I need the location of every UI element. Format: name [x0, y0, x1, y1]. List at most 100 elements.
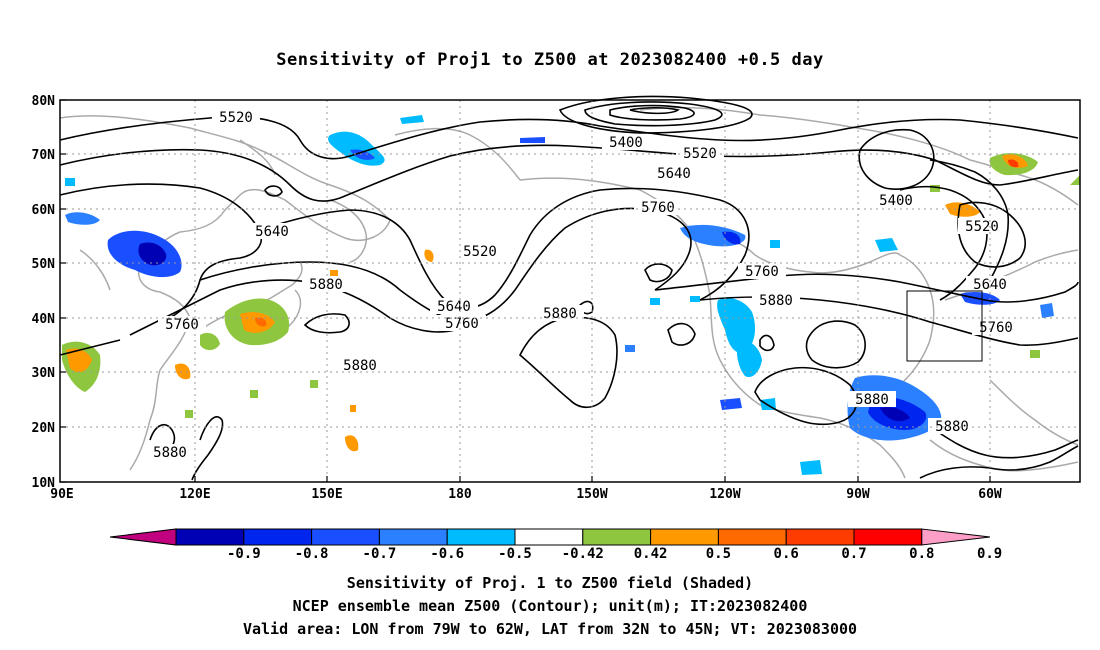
svg-text:5640: 5640: [255, 224, 289, 240]
colorbar-bin: [853, 528, 923, 546]
svg-text:5640: 5640: [437, 299, 471, 315]
colorbar-bin: [243, 528, 313, 546]
contour-label: 5760: [438, 315, 486, 332]
colorbar-bin: [446, 528, 516, 546]
lat-label: 60N: [32, 203, 56, 218]
colorbar-bin: [175, 528, 245, 546]
svg-text:5520: 5520: [219, 110, 253, 126]
caption-shading: Sensitivity of Proj. 1 to Z500 field (Sh…: [346, 574, 754, 592]
colorbar-label: 0.9: [977, 546, 1002, 562]
colorbar-extend-low: [109, 528, 177, 546]
svg-text:5760: 5760: [165, 317, 199, 333]
svg-text:5880: 5880: [543, 306, 577, 322]
colorbar-extend-high: [921, 528, 991, 546]
contour-label: 5640: [966, 276, 1014, 293]
contour-label: 5880: [146, 444, 194, 461]
contour-label: 5520: [212, 109, 260, 126]
svg-text:5880: 5880: [855, 392, 889, 408]
lat-labels: 80N 70N 60N 50N 40N 30N 20N 10N: [32, 94, 56, 491]
coastlines: [59, 106, 1079, 479]
svg-text:5760: 5760: [445, 316, 479, 332]
colorbar-label: 0.8: [909, 546, 934, 562]
colorbar-label: -0.6: [430, 546, 464, 562]
lon-label: 90E: [50, 487, 73, 502]
contour-label: 5520: [676, 145, 724, 162]
contour-label: 5760: [158, 316, 206, 333]
contour-label: 5520: [958, 218, 1006, 235]
contour-label: 5640: [430, 298, 478, 315]
colorbar-label: -0.5: [498, 546, 532, 562]
lon-label: 150E: [311, 487, 342, 502]
contour-label: 5640: [650, 165, 698, 182]
svg-text:5400: 5400: [609, 135, 643, 151]
axis-ticks: [60, 99, 991, 483]
colorbar-label: -0.8: [295, 546, 329, 562]
colorbar-label: 0.5: [706, 546, 731, 562]
contour-label: 5400: [872, 192, 920, 209]
svg-text:5520: 5520: [965, 219, 999, 235]
contour-label: 5400: [602, 134, 650, 151]
caption-valid-area: Valid area: LON from 79W to 62W, LAT fro…: [242, 620, 858, 638]
lat-label: 30N: [32, 366, 56, 381]
svg-text:5640: 5640: [657, 166, 691, 182]
colorbar-label: -0.9: [227, 546, 261, 562]
svg-text:5880: 5880: [343, 358, 377, 374]
svg-text:5760: 5760: [745, 264, 779, 280]
svg-text:5880: 5880: [759, 293, 793, 309]
colorbar: -0.9 -0.8 -0.7 -0.6 -0.5 -0.42 0.42 0.5 0.6 0.7 0.…: [109, 528, 1002, 562]
contour-label: 5640: [248, 223, 296, 240]
colorbar-label: 0.7: [841, 546, 866, 562]
lon-labels: 90E 120E 150E 180 150W 120W 90W 60W: [50, 487, 1002, 502]
colorbar-bin: [582, 528, 652, 546]
lon-label: 180: [448, 487, 472, 502]
contour-label: 5880: [536, 305, 584, 322]
contour-label: 5880: [848, 391, 896, 408]
contour-label: 5880: [336, 357, 384, 374]
svg-text:5520: 5520: [683, 146, 717, 162]
contour-label: 5880: [752, 292, 800, 309]
lon-label: 120E: [179, 487, 210, 502]
contour-label: 5760: [972, 319, 1020, 336]
grid-lines: [60, 100, 1080, 482]
svg-text:5880: 5880: [935, 419, 969, 435]
contour-label: 5760: [634, 199, 682, 216]
svg-text:5400: 5400: [879, 193, 913, 209]
svg-text:5880: 5880: [309, 277, 343, 293]
contour-label: 5520: [456, 243, 504, 260]
lon-label: 120W: [709, 487, 740, 502]
contour-label: 5880: [302, 276, 350, 293]
colorbar-bin: [378, 528, 448, 546]
colorbar-label: -0.42: [562, 546, 604, 562]
colorbar-bin: [514, 528, 584, 546]
colorbar-bin: [717, 528, 787, 546]
map-title: Sensitivity of Proj1 to Z500 at 20230824…: [276, 50, 824, 70]
colorbar-label: 0.42: [634, 546, 668, 562]
contour-labels: 5520 5400 5520 5640 5760 5400 5520 5640 …: [146, 109, 1020, 461]
colorbar-bin: [311, 528, 380, 546]
lon-label: 60W: [978, 487, 1002, 502]
map-frame: [59, 99, 1081, 483]
svg-text:5760: 5760: [979, 320, 1013, 336]
svg-text:5880: 5880: [153, 445, 187, 461]
lat-label: 10N: [32, 476, 56, 491]
colorbar-label: 0.6: [774, 546, 799, 562]
contour-label: 5880: [928, 418, 976, 435]
colorbar-bin: [785, 528, 855, 546]
lon-label: 90W: [846, 487, 870, 502]
sensitivity-shading: [62, 115, 1080, 475]
shade-neg-kamchatka: [328, 131, 385, 166]
lat-label: 70N: [32, 148, 56, 163]
caption-contour: NCEP ensemble mean Z500 (Contour); unit(…: [292, 597, 808, 615]
contour-label: 5760: [738, 263, 786, 280]
svg-text:5760: 5760: [641, 200, 675, 216]
svg-text:5520: 5520: [463, 244, 497, 260]
colorbar-label: -0.7: [363, 546, 397, 562]
lat-label: 40N: [32, 312, 56, 327]
lon-label: 150W: [576, 487, 607, 502]
svg-text:5640: 5640: [973, 277, 1007, 293]
lat-label: 20N: [32, 421, 56, 436]
valid-area-box: [906, 290, 983, 362]
lat-label: 80N: [32, 94, 56, 109]
colorbar-bin: [650, 528, 719, 546]
